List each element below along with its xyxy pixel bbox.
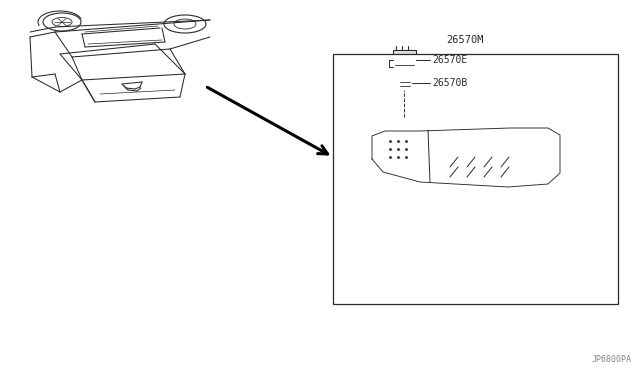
Polygon shape	[393, 50, 416, 70]
Bar	[333, 54, 618, 304]
Text: 26570B: 26570B	[432, 78, 467, 88]
Text: JP6800PA: JP6800PA	[592, 355, 632, 364]
Polygon shape	[480, 117, 488, 126]
Polygon shape	[398, 76, 412, 90]
Polygon shape	[348, 132, 370, 197]
Text: 26570M: 26570M	[447, 35, 484, 45]
Polygon shape	[365, 122, 570, 194]
Polygon shape	[563, 152, 572, 160]
Polygon shape	[355, 162, 570, 204]
Polygon shape	[400, 117, 408, 126]
Text: 26570E: 26570E	[432, 55, 467, 65]
Polygon shape	[563, 139, 572, 147]
